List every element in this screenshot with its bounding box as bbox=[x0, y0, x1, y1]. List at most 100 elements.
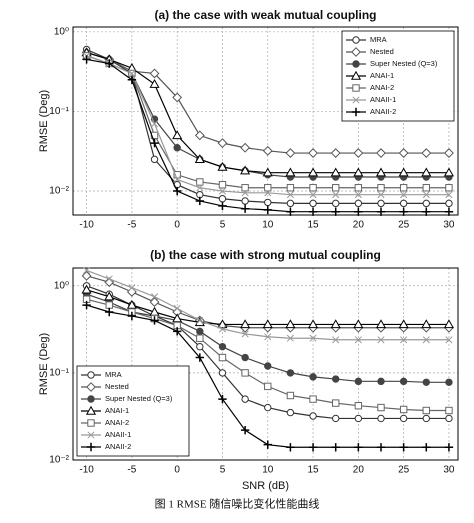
chart-title: (a) the case with weak mutual coupling bbox=[154, 8, 376, 22]
x-axis-label: SNR (dB) bbox=[242, 480, 289, 492]
marker bbox=[422, 443, 431, 452]
marker bbox=[82, 55, 91, 64]
marker bbox=[87, 371, 95, 379]
marker bbox=[196, 327, 204, 336]
marker bbox=[398, 148, 409, 158]
marker bbox=[400, 191, 408, 199]
marker bbox=[354, 414, 363, 423]
marker bbox=[443, 319, 454, 329]
marker bbox=[352, 96, 360, 104]
marker bbox=[241, 353, 249, 362]
marker bbox=[173, 144, 181, 152]
marker bbox=[352, 84, 360, 92]
legend-box bbox=[341, 30, 455, 122]
x-tick-label: 20 bbox=[353, 220, 365, 231]
marker bbox=[331, 207, 340, 216]
marker bbox=[400, 336, 408, 344]
legend-label: ANAII-1 bbox=[105, 430, 131, 439]
marker bbox=[375, 319, 387, 329]
marker bbox=[286, 191, 294, 199]
marker bbox=[332, 399, 340, 407]
marker bbox=[218, 201, 227, 211]
marker bbox=[105, 275, 113, 283]
marker bbox=[308, 207, 318, 216]
marker bbox=[445, 336, 453, 344]
x-tick-label: 10 bbox=[262, 220, 274, 231]
marker bbox=[377, 184, 385, 192]
marker bbox=[240, 319, 251, 329]
marker bbox=[217, 319, 228, 329]
marker bbox=[264, 198, 272, 207]
marker bbox=[196, 184, 204, 192]
marker bbox=[399, 184, 408, 192]
marker bbox=[149, 68, 160, 79]
legend-label: ANAI-2 bbox=[105, 418, 129, 427]
legend-label: Nested bbox=[370, 47, 394, 56]
marker bbox=[421, 148, 432, 158]
marker bbox=[87, 419, 95, 427]
marker bbox=[354, 402, 363, 410]
marker bbox=[196, 342, 204, 351]
marker bbox=[445, 191, 453, 199]
marker bbox=[308, 319, 319, 329]
marker bbox=[445, 184, 453, 192]
marker bbox=[218, 353, 227, 362]
marker bbox=[104, 291, 115, 301]
x-tick-label: -10 bbox=[79, 220, 94, 231]
x-tick-label: 15 bbox=[307, 220, 319, 231]
marker bbox=[218, 195, 227, 203]
marker bbox=[309, 395, 317, 403]
marker bbox=[354, 199, 363, 208]
marker bbox=[377, 336, 385, 344]
marker bbox=[264, 184, 272, 192]
marker bbox=[443, 167, 454, 177]
marker bbox=[285, 148, 296, 158]
marker bbox=[399, 414, 408, 423]
marker bbox=[264, 403, 272, 412]
y-axis-label: RMSE (Deg) bbox=[38, 90, 50, 152]
marker bbox=[375, 167, 387, 177]
x-tick-label: 20 bbox=[353, 465, 365, 476]
marker bbox=[308, 148, 318, 158]
marker bbox=[308, 443, 318, 452]
marker bbox=[264, 362, 272, 370]
legend-label: Nested bbox=[105, 382, 129, 391]
marker bbox=[330, 319, 341, 329]
marker bbox=[286, 334, 294, 342]
marker bbox=[377, 414, 385, 423]
marker bbox=[149, 78, 160, 88]
marker bbox=[286, 207, 295, 216]
marker bbox=[262, 145, 273, 156]
plot-frame bbox=[72, 26, 459, 216]
marker bbox=[351, 47, 361, 57]
plot-frame bbox=[72, 267, 459, 461]
marker bbox=[241, 189, 249, 197]
marker bbox=[353, 167, 364, 177]
x-tick-label: 0 bbox=[174, 220, 180, 231]
marker bbox=[352, 36, 360, 44]
marker bbox=[195, 196, 205, 206]
marker bbox=[150, 293, 159, 301]
marker bbox=[194, 130, 205, 141]
marker bbox=[150, 138, 159, 148]
legend-label: ANAI-1 bbox=[105, 406, 129, 415]
marker bbox=[262, 319, 273, 329]
marker bbox=[218, 394, 227, 404]
marker bbox=[217, 161, 228, 171]
marker bbox=[264, 382, 272, 391]
marker bbox=[330, 167, 341, 177]
marker bbox=[127, 311, 137, 321]
marker bbox=[240, 165, 251, 175]
marker bbox=[377, 403, 385, 412]
marker bbox=[218, 342, 227, 351]
y-tick-label: 10⁻² bbox=[49, 455, 69, 466]
marker bbox=[309, 412, 317, 420]
x-tick-label: 10 bbox=[262, 465, 274, 476]
y-tick-label: 10⁰ bbox=[54, 280, 69, 291]
x-tick-label: 25 bbox=[398, 220, 410, 231]
marker bbox=[309, 373, 317, 381]
marker bbox=[445, 406, 453, 415]
marker bbox=[194, 154, 205, 164]
chart-title: (b) the case with strong mutual coupling bbox=[150, 248, 381, 262]
marker bbox=[86, 382, 96, 392]
